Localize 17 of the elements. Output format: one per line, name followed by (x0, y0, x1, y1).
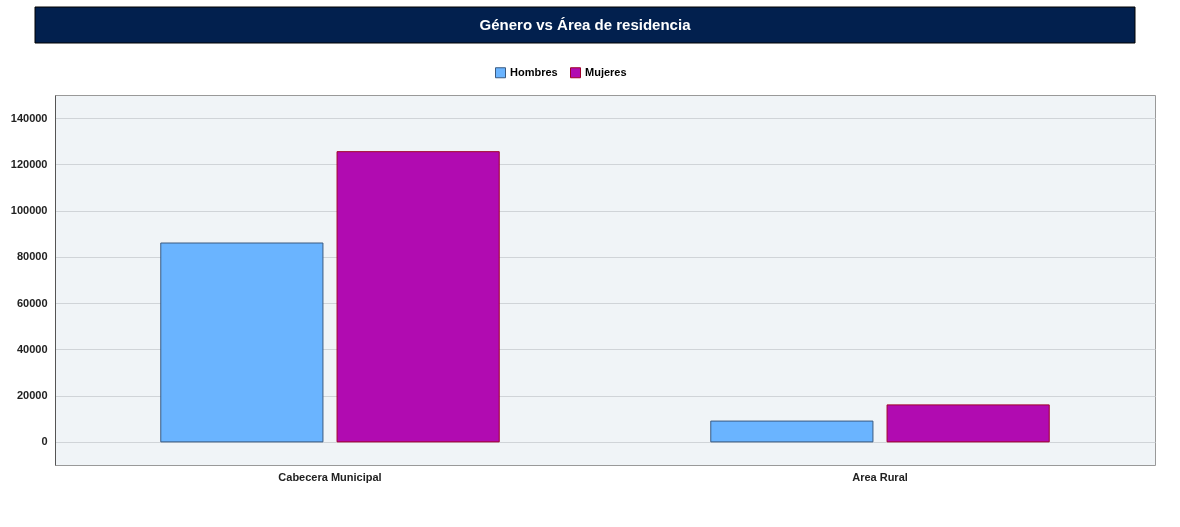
bar (886, 404, 1050, 443)
legend-label: Mujeres (585, 65, 627, 78)
bar (160, 242, 324, 443)
y-tick-label: 140000 (10, 111, 48, 124)
y-tick-label: 40000 (16, 342, 48, 355)
x-tick-label: Cabecera Municipal (278, 470, 382, 483)
chart-title: Género vs Área de residencia (479, 16, 692, 33)
y-tick-label: 60000 (16, 296, 48, 309)
y-tick-label: 0 (41, 435, 48, 448)
x-tick-label: Area Rural (852, 470, 908, 483)
y-tick-label: 80000 (16, 250, 48, 263)
legend-label: Hombres (510, 65, 558, 78)
y-tick-label: 20000 (16, 389, 48, 402)
y-tick-label: 120000 (10, 157, 48, 170)
bar (710, 420, 874, 443)
y-tick-label: 100000 (10, 204, 48, 217)
bar (336, 151, 500, 443)
